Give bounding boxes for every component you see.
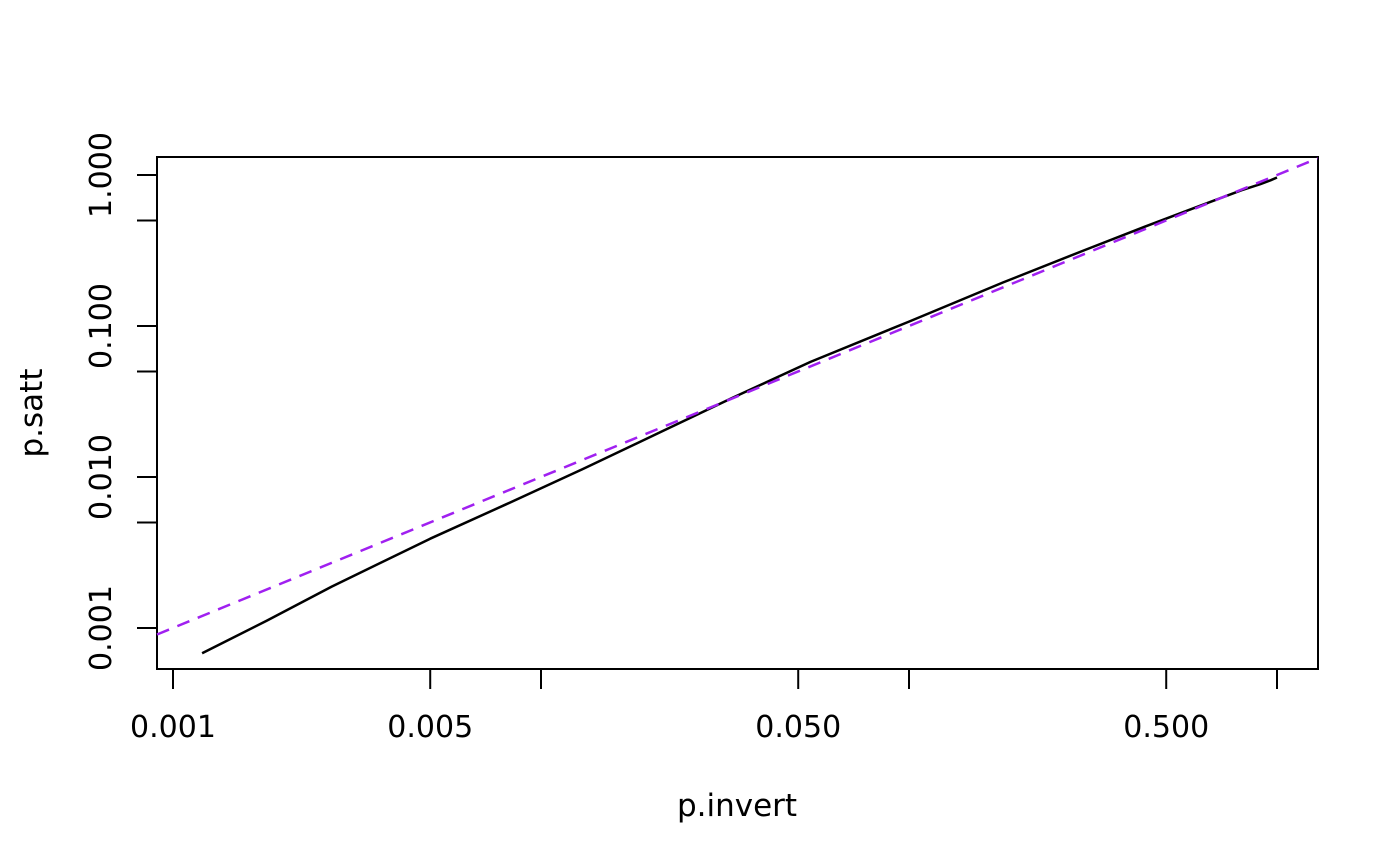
x-tick-label: 0.050 (755, 710, 841, 745)
y-tick-label: 0.100 (84, 283, 119, 369)
data-line-solid (201, 176, 1278, 655)
x-axis-title: p.invert (677, 788, 797, 824)
y-tick-label: 0.010 (84, 434, 119, 520)
chart-generated-layer: 0.001 0.005 0.050 0.500 0.001 0.010 0.100 1.000 (84, 132, 1319, 745)
identity-line-dashed (156, 157, 1319, 636)
x-tick-label: 0.500 (1123, 710, 1209, 745)
y-tick-label: 1.000 (84, 132, 119, 218)
y-tick-label: 0.001 (84, 585, 119, 671)
y-axis-title: p.satt (14, 369, 50, 458)
plot-box (156, 156, 1319, 670)
x-tick-label: 0.001 (130, 710, 216, 745)
x-tick-label: 0.005 (387, 710, 473, 745)
